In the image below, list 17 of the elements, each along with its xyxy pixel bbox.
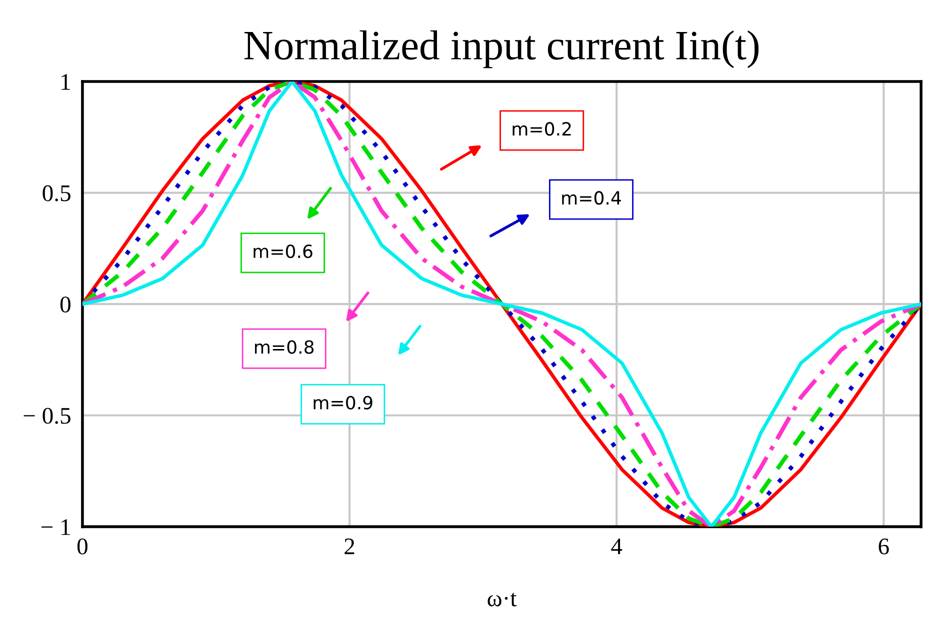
text: m=0.9: [314, 396, 372, 410]
text: m=0.8: [255, 340, 314, 354]
x-tick-label: 6: [878, 538, 889, 554]
x-tick-label: 0: [77, 538, 88, 554]
y-tick-label: − 1: [42, 519, 70, 535]
y-tick-label: − 0.5: [24, 408, 70, 424]
y-tick-label: 0: [60, 296, 70, 313]
x-tick-label: 4: [611, 538, 622, 554]
y-tick-label: 0.5: [42, 185, 70, 202]
x-tick-label: 2: [344, 538, 354, 554]
text: m=0.2: [512, 122, 571, 136]
y-tick-label: 1: [62, 74, 70, 90]
text: m=0.4: [562, 191, 621, 205]
line-series: [82, 82, 922, 527]
chart-title: Normalized input current Iin(t): [244, 30, 759, 68]
text: m=0.6: [254, 244, 312, 258]
x-axis-title: ω·t: [488, 592, 517, 606]
